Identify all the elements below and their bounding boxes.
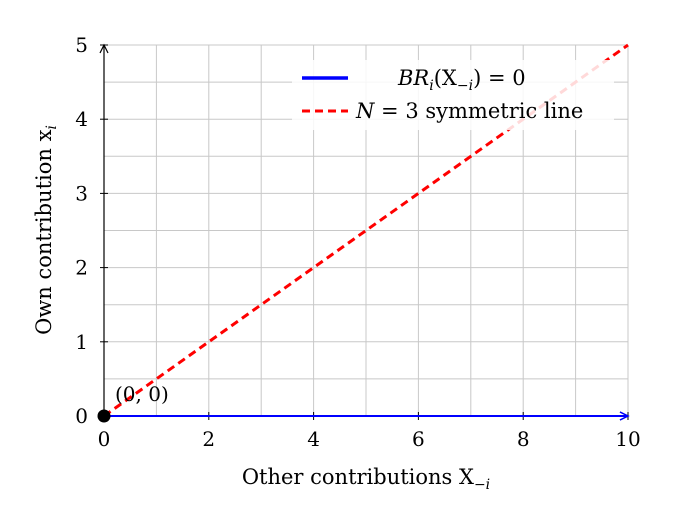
y-axis-label: Own contribution xi bbox=[32, 125, 60, 335]
x-tick-label: 2 bbox=[202, 427, 215, 451]
legend-label-sym: N = 3 symmetric line bbox=[355, 99, 583, 123]
point-label: (0, 0) bbox=[115, 382, 169, 406]
legend-label-br: BRi(X−i) = 0 bbox=[397, 66, 526, 94]
y-axis-label-sub: i bbox=[44, 125, 60, 129]
points-group: (0, 0) bbox=[97, 382, 169, 423]
x-tick-label: 10 bbox=[615, 427, 640, 451]
x-axis-label: Other contributions X−i bbox=[242, 465, 490, 493]
x-tick-label: 8 bbox=[517, 427, 530, 451]
y-tick-label: 3 bbox=[75, 181, 88, 205]
legend: BRi(X−i) = 0 N = 3 symmetric line bbox=[292, 60, 614, 130]
x-tick-label: 4 bbox=[307, 427, 320, 451]
series-br-arrow-icon bbox=[619, 411, 630, 421]
y-tick-label: 5 bbox=[75, 33, 88, 57]
y-tick-label: 4 bbox=[75, 107, 88, 131]
x-tick-label: 6 bbox=[412, 427, 425, 451]
y-tick-label: 1 bbox=[75, 330, 88, 354]
x-tick-label: 0 bbox=[98, 427, 111, 451]
legend-box bbox=[292, 60, 614, 130]
y-tick-label: 2 bbox=[75, 256, 88, 280]
point-marker bbox=[97, 409, 111, 423]
tick-labels: 0 2 4 6 8 10 0 1 2 3 4 5 bbox=[75, 33, 640, 451]
x-axis-label-sub: −i bbox=[474, 477, 490, 493]
y-tick-label: 0 bbox=[75, 404, 88, 428]
